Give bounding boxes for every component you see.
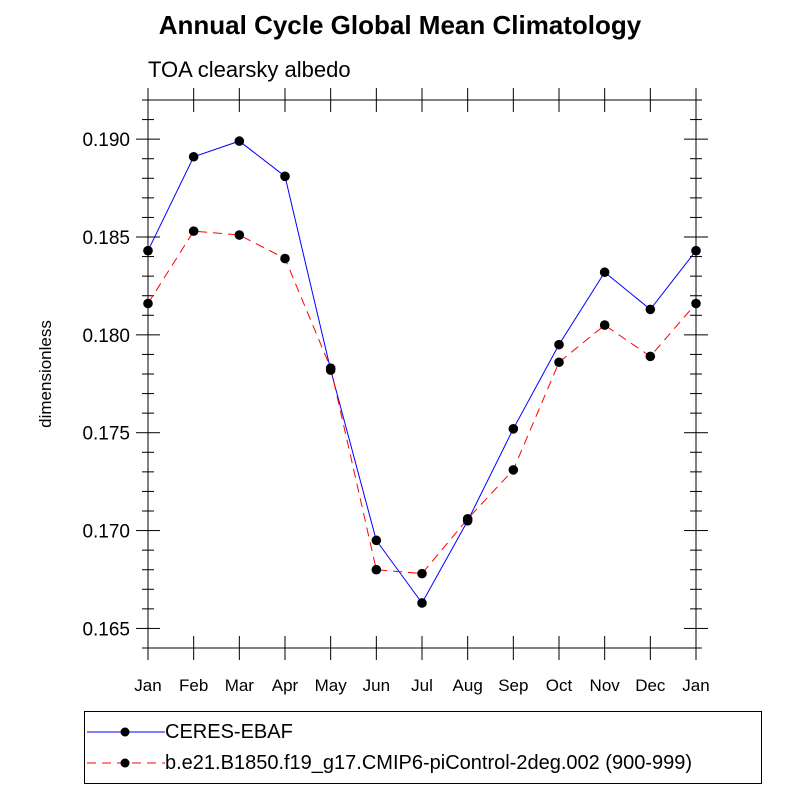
x-tick-label: Mar — [225, 676, 255, 695]
plot-frame — [147, 99, 697, 649]
series-line-1 — [147, 230, 697, 575]
y-tick-label: 0.170 — [82, 522, 130, 543]
x-tick-label: Jan — [682, 676, 709, 695]
data-point-s1-4 — [325, 363, 336, 373]
legend-swatch-model — [87, 758, 165, 768]
x-tick-label: Nov — [590, 676, 621, 695]
x-tick-label: Feb — [179, 676, 208, 695]
data-point-s1-7 — [462, 514, 473, 524]
legend-item-ceres: CERES-EBAF — [85, 719, 293, 745]
series-group — [143, 136, 701, 608]
x-tick-label: Sep — [498, 676, 528, 695]
legend-label-ceres: CERES-EBAF — [165, 720, 293, 743]
data-point-s1-12 — [691, 298, 701, 309]
x-tick-label: Oct — [546, 676, 573, 695]
data-point-s0-11 — [645, 304, 656, 315]
data-point-s0-10 — [599, 267, 610, 278]
legend: CERES-EBAF b.e21.B1850.f19_g17.CMIP6-piC… — [84, 711, 762, 784]
data-point-s1-8 — [508, 465, 519, 475]
data-point-s0-8 — [508, 424, 519, 434]
data-point-s1-9 — [554, 357, 564, 368]
data-point-s1-2 — [234, 230, 245, 240]
x-tick-label: Jan — [134, 676, 161, 695]
data-point-s0-3 — [280, 171, 290, 182]
data-point-s1-3 — [280, 253, 290, 264]
y-tick-label: 0.180 — [82, 326, 130, 347]
y-axis-label: dimensionless — [36, 320, 55, 428]
chart-subtitle: TOA clearsky albedo — [148, 57, 351, 82]
x-tick-label: Dec — [635, 676, 666, 695]
data-point-s0-12 — [691, 245, 701, 256]
x-tick-label: Apr — [272, 676, 299, 695]
series-line-0 — [147, 140, 697, 604]
y-tick-label: 0.175 — [82, 424, 130, 445]
x-tick-label: Aug — [453, 676, 483, 695]
data-point-s1-1 — [188, 226, 199, 236]
x-tick-label: Jul — [411, 676, 433, 695]
data-point-s0-5 — [371, 535, 382, 546]
y-tick-label: 0.165 — [82, 619, 130, 640]
data-point-s0-1 — [188, 151, 199, 162]
data-point-s1-0 — [143, 298, 153, 309]
data-point-s1-5 — [371, 564, 382, 575]
axis-ticks: 0.165 0.170 0.175 0.180 0.185 0.190 Jan Feb Mar A… — [82, 88, 710, 695]
data-point-s1-10 — [599, 320, 610, 330]
data-point-s0-0 — [143, 245, 153, 256]
legend-swatch-ceres — [87, 727, 165, 737]
line-chart: 0.165 0.170 0.175 0.180 0.185 0.190 Jan Feb Mar A… — [36, 88, 710, 695]
legend-item-model: b.e21.B1850.f19_g17.CMIP6-piControl-2deg… — [85, 750, 692, 776]
data-point-s0-6 — [417, 598, 427, 608]
x-tick-label: May — [315, 676, 348, 695]
y-tick-label: 0.190 — [82, 130, 130, 151]
data-point-s0-2 — [234, 136, 245, 146]
y-tick-label: 0.185 — [82, 228, 130, 249]
data-point-s1-6 — [417, 568, 427, 579]
legend-label-model: b.e21.B1850.f19_g17.CMIP6-piControl-2deg… — [165, 751, 693, 774]
data-point-s0-9 — [554, 339, 564, 350]
chart-title: Annual Cycle Global Mean Climatology — [158, 10, 642, 40]
data-point-s1-11 — [645, 351, 656, 362]
x-tick-label: Jun — [363, 676, 390, 695]
